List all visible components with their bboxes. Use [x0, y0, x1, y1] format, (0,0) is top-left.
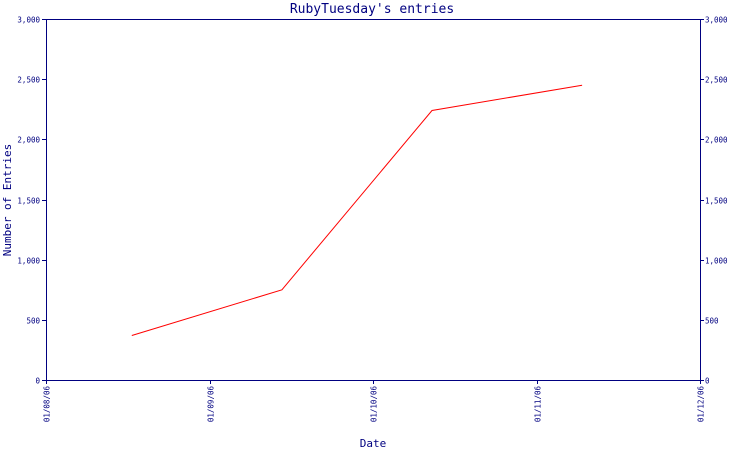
y-tick-label-left: 1,000	[17, 257, 40, 266]
x-axis-title: Date	[360, 437, 387, 450]
y-axis-left: 0 500 1,000 1,500 2,000 2,500 3,000	[17, 16, 46, 386]
y-tick-label-left: 500	[26, 317, 40, 326]
y-tick-label-right: 1,000	[705, 257, 728, 266]
y-tick-label-right: 500	[705, 317, 719, 326]
y-axis-title: Number of Entries	[1, 144, 14, 257]
y-axis-right: 0 500 1,000 1,500 2,000 2,500 3,000	[700, 16, 728, 386]
y-tick-label-right: 0	[705, 377, 710, 386]
plot-frame	[46, 19, 701, 381]
y-tick-label-left: 2,500	[17, 76, 40, 85]
y-tick-label-right: 2,000	[705, 136, 728, 145]
y-tick-label-right: 1,500	[705, 197, 728, 206]
x-tick-label: 01/10/06	[370, 386, 379, 423]
series-line	[131, 84, 583, 336]
x-axis: 01/08/06 01/09/06 01/10/06 01/11/06 01/12/06	[43, 380, 706, 422]
y-tick-label-right: 3,000	[705, 16, 728, 25]
series-layer	[131, 84, 583, 336]
x-tick-label: 01/09/06	[207, 386, 216, 423]
y-tick-label-left: 3,000	[17, 16, 40, 25]
chart-title: RubyTuesday's entries	[290, 2, 454, 17]
x-tick-label: 01/12/06	[697, 386, 706, 423]
y-tick-label-left: 1,500	[17, 197, 40, 206]
y-tick-label-right: 2,500	[705, 76, 728, 85]
x-tick-label: 01/08/06	[43, 386, 52, 423]
y-tick-label-left: 2,000	[17, 136, 40, 145]
x-tick-label: 01/11/06	[534, 386, 543, 423]
y-tick-label-left: 0	[35, 377, 40, 386]
